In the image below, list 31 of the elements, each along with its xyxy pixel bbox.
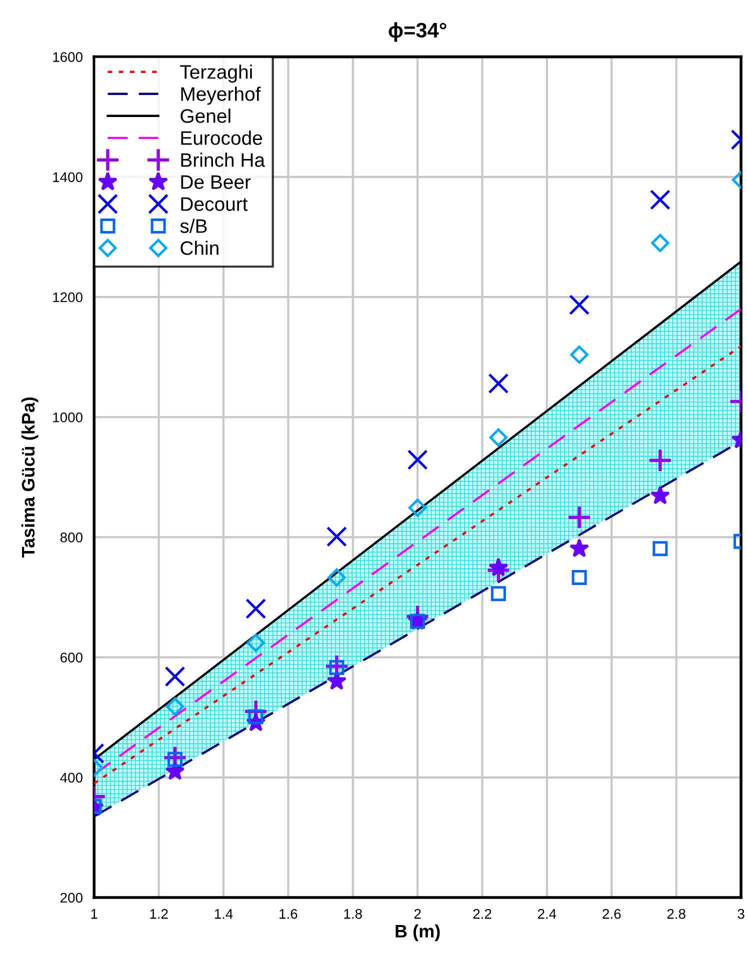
y-tick-label: 1200 — [53, 292, 82, 302]
x-tick-label: 3 — [738, 908, 744, 919]
legend-label: Meyerhof — [181, 86, 261, 105]
x-tick-label: 2.8 — [667, 908, 686, 919]
y-axis-title: Tasima Gücü (kPa) — [21, 397, 38, 558]
legend-label: s/B — [180, 218, 207, 233]
y-tick-label: 600 — [60, 652, 82, 662]
y-tick-label: 800 — [60, 532, 82, 542]
chart-title: ϕ=34° — [388, 22, 446, 42]
y-tick-label: 200 — [60, 892, 82, 903]
y-tick-label: 1600 — [53, 52, 82, 62]
x-tick-label: 2.6 — [602, 908, 621, 919]
x-tick-label: 1.2 — [150, 908, 168, 919]
y-tick-label: 1400 — [53, 172, 82, 182]
x-axis-title: B (m) — [396, 924, 440, 942]
legend-label: Terzaghi — [180, 64, 252, 83]
x-tick-label: 1.6 — [280, 908, 298, 919]
x-tick-label: 1.4 — [214, 909, 233, 919]
legend-label: Genel — [180, 108, 230, 123]
legend-label: Chin — [180, 240, 218, 255]
legend-label: Eurocode — [181, 130, 262, 145]
x-tick-label: 2.4 — [538, 908, 556, 919]
y-tick-label: 1000 — [53, 412, 82, 422]
legend-label: Decourt — [181, 197, 248, 211]
x-tick-label: 2 — [414, 908, 421, 919]
x-tick-label: 1.8 — [344, 908, 362, 919]
legend-label: De Beer — [181, 175, 251, 189]
legend-label: Brinch Ha — [181, 152, 266, 167]
x-tick-label: 2.2 — [473, 908, 492, 919]
x-tick-label: 1 — [91, 909, 98, 919]
y-tick-label: 400 — [60, 772, 82, 783]
